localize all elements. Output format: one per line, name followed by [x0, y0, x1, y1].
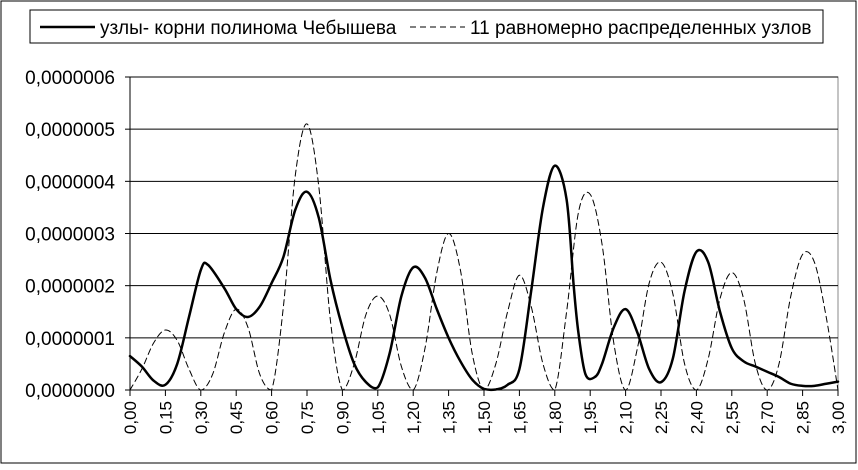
legend-frame — [29, 9, 824, 44]
legend-label-uniform: 11 равномерно распределенных узлов — [470, 18, 812, 39]
x-tick-label: 1,50 — [475, 401, 494, 434]
series-line-chebyshev — [128, 164, 840, 392]
x-tick-label: 1,65 — [510, 401, 529, 434]
x-tick-label: 0,60 — [263, 401, 282, 434]
x-tick-label: 2,10 — [617, 401, 636, 434]
x-tick-label: 0,30 — [192, 401, 211, 434]
x-tick-label: 2,70 — [758, 401, 777, 434]
series-line-uniform — [129, 123, 839, 391]
x-axis: 0,00 0,15 0,30 0,45 0,60 0,75 0,90 1,05 1,20 1,35… — [121, 389, 848, 434]
x-tick-label: 1,80 — [546, 401, 565, 434]
y-tick-label: 0,0000002 — [25, 277, 115, 298]
x-tick-label: 2,25 — [652, 401, 671, 434]
x-tick-label: 1,20 — [404, 401, 423, 434]
x-tick-label: 0,15 — [156, 401, 175, 434]
y-tick-label: 0,0000000 — [25, 381, 115, 402]
x-tick-label: 1,95 — [581, 401, 600, 434]
x-tick-label: 2,85 — [794, 401, 813, 434]
y-tick-label: 0,0000004 — [25, 172, 115, 193]
y-tick-label: 0,0000005 — [25, 120, 115, 141]
y-axis: 0,0000000 0,0000001 0,0000002 0,0000003 0,00… — [25, 68, 131, 402]
gridlines — [130, 76, 838, 339]
x-tick-label: 0,90 — [333, 401, 352, 434]
legend-label-chebyshev: узлы- корни полинома Чебышева — [100, 18, 397, 39]
y-tick-label: 0,0000003 — [25, 225, 115, 246]
x-tick-label: 0,75 — [298, 401, 317, 434]
x-tick-label: 0,00 — [121, 401, 140, 434]
x-tick-label: 1,05 — [369, 401, 388, 434]
x-tick-label: 2,55 — [723, 401, 742, 434]
x-tick-label: 0,45 — [227, 401, 246, 434]
x-tick-label: 1,35 — [440, 401, 459, 434]
x-tick-label: 3,00 — [829, 401, 848, 434]
series-layer — [128, 123, 840, 392]
y-tick-label: 0,0000001 — [25, 329, 115, 350]
x-tick-label: 2,40 — [687, 401, 706, 434]
y-tick-label: 0,0000006 — [25, 68, 115, 89]
legend: узлы- корни полинома Чебышева 11 равноме… — [29, 9, 824, 44]
